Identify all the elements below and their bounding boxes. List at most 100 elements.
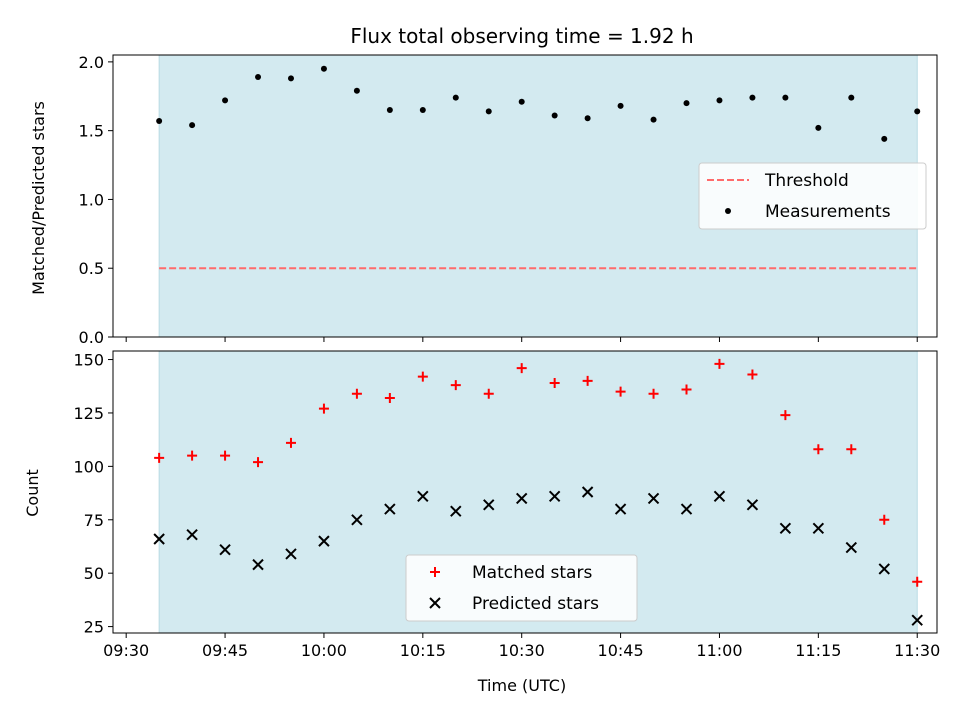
data-point: [581, 486, 594, 498]
data-point: [417, 490, 429, 502]
x-tick-label: 11:15: [795, 641, 841, 660]
legend-box: [698, 162, 927, 230]
data-point: [549, 378, 560, 389]
data-point: [716, 97, 723, 104]
data-point: [285, 548, 297, 560]
plot-frame: [112, 350, 938, 634]
y-tick-label: 0.5: [79, 259, 104, 278]
chart-title: Flux total observing time = 1.92 h: [350, 24, 693, 48]
data-point: [648, 388, 659, 399]
data-point: [318, 403, 329, 414]
data-point: [220, 450, 231, 461]
data-point: [187, 450, 198, 461]
data-point: [483, 499, 495, 511]
y-tick-label: 150: [73, 351, 104, 370]
data-point: [516, 363, 527, 374]
legend-swatch: [430, 567, 440, 577]
data-point: [255, 74, 262, 81]
y-tick-label: 75: [84, 511, 104, 530]
legend-swatch: [725, 208, 731, 214]
x-tick-label: 09:30: [103, 641, 149, 660]
y-tick-label: 2.0: [79, 53, 104, 72]
data-point: [452, 94, 459, 101]
data-point: [485, 108, 492, 115]
data-point: [912, 576, 923, 587]
data-point: [287, 75, 294, 82]
data-point: [515, 492, 528, 505]
data-point: [548, 490, 561, 502]
data-point: [320, 65, 327, 72]
x-tick-label: 10:15: [400, 641, 446, 660]
data-point: [450, 505, 462, 517]
legend-label: Measurements: [765, 202, 891, 222]
data-point: [386, 107, 393, 114]
data-point: [351, 514, 363, 526]
y-tick-label: 1.5: [79, 122, 104, 141]
y-axis-label-top: Matched/Predicted stars: [29, 101, 48, 295]
data-point: [153, 533, 165, 545]
legend-label: Predicted stars: [472, 594, 599, 614]
y-tick-label: 1.0: [79, 190, 104, 209]
legend-label: Threshold: [764, 171, 849, 191]
data-point: [384, 393, 395, 403]
data-point: [222, 97, 229, 104]
x-tick-label: 10:00: [301, 641, 347, 660]
data-point: [681, 384, 692, 395]
x-axis-label: Time (UTC): [477, 676, 566, 695]
data-point: [353, 87, 360, 94]
data-point: [285, 437, 296, 448]
data-point: [551, 112, 558, 119]
data-point: [911, 614, 923, 626]
x-tick-label: 11:30: [894, 641, 940, 660]
y-tick-label: 25: [84, 618, 104, 637]
data-point: [518, 98, 525, 105]
data-point: [713, 490, 726, 502]
y-axis-label-bottom: Count: [23, 469, 42, 517]
x-tick-label: 09:45: [202, 641, 248, 660]
data-point: [483, 388, 494, 399]
data-point: [747, 369, 758, 380]
plot-frame: [112, 54, 938, 338]
data-point: [351, 388, 362, 399]
data-point: [812, 522, 825, 535]
data-point: [419, 107, 426, 114]
data-point: [846, 444, 857, 455]
data-point: [780, 410, 791, 421]
legend-swatch: [429, 597, 441, 609]
data-point: [878, 563, 890, 575]
y-tick-label: 125: [73, 404, 104, 423]
data-point: [156, 118, 163, 125]
data-point: [614, 503, 627, 515]
data-point: [154, 452, 165, 463]
data-point: [881, 135, 888, 142]
data-point: [417, 371, 428, 382]
data-point: [647, 492, 660, 505]
y-tick-label: 0.0: [79, 328, 104, 347]
x-tick-label: 10:30: [499, 641, 545, 660]
y-tick-label: 50: [84, 564, 104, 583]
data-point: [450, 380, 461, 391]
data-point: [384, 503, 396, 515]
data-point: [252, 558, 264, 571]
bottom-panel: 25 50 75 100 125 150 09:30 09:45 10:00 10:15 10:30…: [73, 350, 940, 660]
data-point: [253, 457, 264, 468]
x-tick-label: 11:00: [696, 641, 742, 660]
top-panel: 0.0 0.5 1.0 1.5 2.0 Threshold Measurements: [79, 53, 938, 347]
data-point: [615, 386, 626, 397]
data-point: [845, 541, 858, 554]
legend-box: [405, 554, 638, 622]
legend-label: Matched stars: [472, 563, 592, 583]
data-point: [779, 522, 792, 535]
data-point: [848, 94, 855, 101]
data-point: [782, 94, 789, 101]
data-point: [749, 94, 756, 101]
x-tick-label: 10:45: [598, 641, 644, 660]
data-point: [879, 514, 890, 525]
data-point: [318, 535, 330, 547]
data-point: [582, 375, 593, 386]
data-point: [584, 115, 591, 122]
data-point: [746, 499, 759, 511]
data-point: [617, 102, 624, 109]
data-point: [714, 358, 725, 369]
